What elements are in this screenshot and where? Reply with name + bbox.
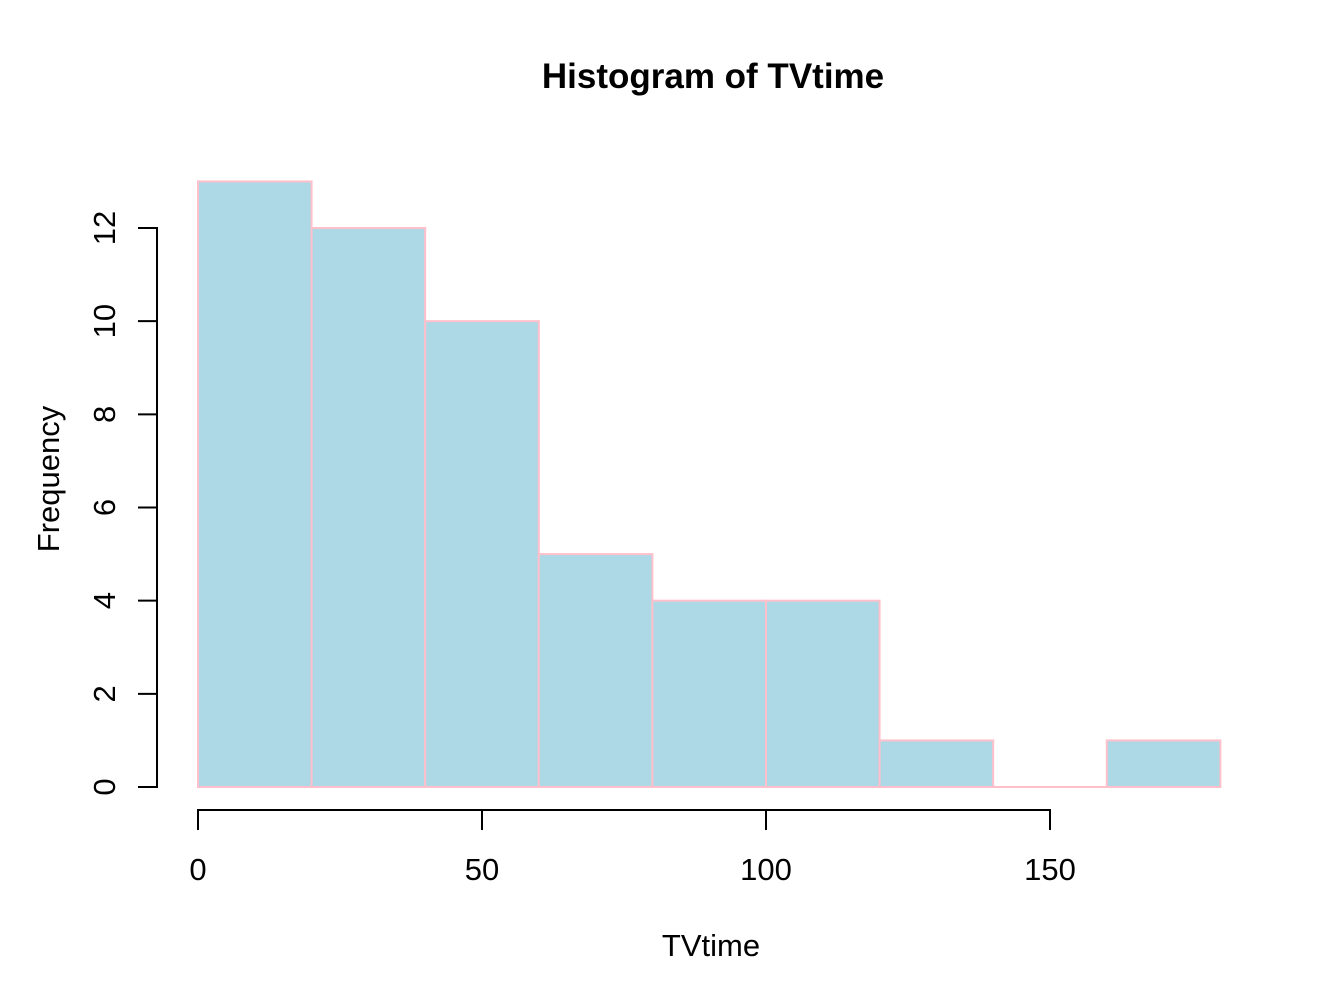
y-tick-label: 12: [87, 211, 122, 245]
histogram-bar: [1105, 739, 1222, 789]
x-tick-label: 50: [465, 852, 499, 887]
histogram-bar: [310, 227, 427, 788]
histogram-bar: [197, 180, 313, 788]
y-tick-label: 4: [87, 592, 122, 609]
y-tick-label: 0: [87, 778, 122, 795]
y-tick-label: 2: [87, 685, 122, 702]
x-tick-label: 100: [740, 852, 792, 887]
y-tick-label: 10: [87, 304, 122, 338]
histogram-bar: [878, 739, 995, 789]
chart-title: Histogram of TVtime: [541, 57, 885, 96]
histogram-bar: [537, 553, 654, 788]
y-tick-label: 8: [87, 406, 122, 423]
histogram-bar: [651, 599, 768, 789]
y-tick-label: 6: [87, 499, 122, 516]
x-tick-label: 150: [1024, 852, 1076, 887]
x-axis-label: TVtime: [661, 928, 761, 963]
histogram-bar: [424, 320, 540, 788]
x-tick-label: 0: [189, 852, 206, 887]
histogram-bar: [765, 599, 881, 789]
